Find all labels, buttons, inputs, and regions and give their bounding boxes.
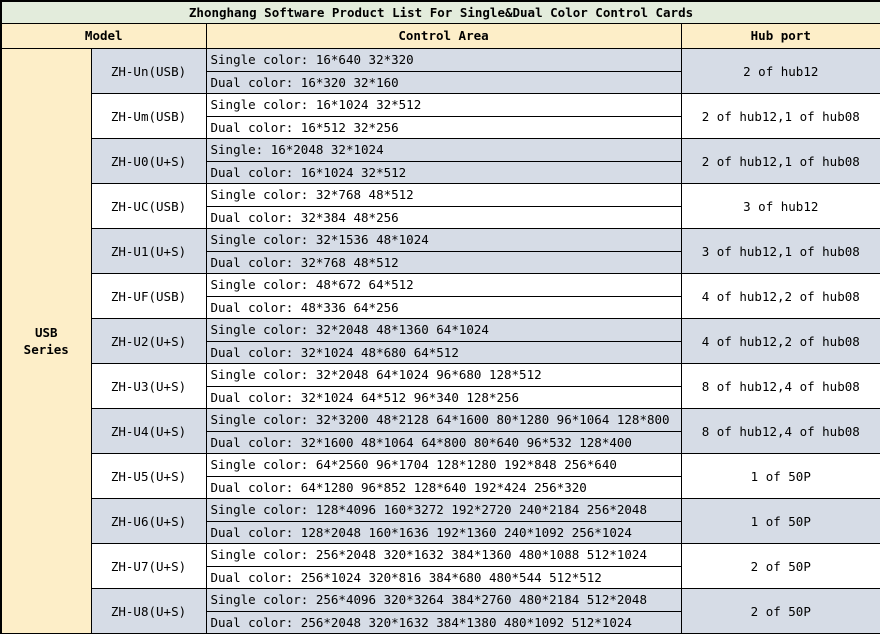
model-cell: ZH-U5(U+S) <box>90 453 207 499</box>
control-area-cell: Single color: 256*4096 320*3264 384*2760… <box>205 588 682 634</box>
control-area-dual-color: Dual color: 16*1024 32*512 <box>210 164 407 180</box>
control-area-single-color: Single color: 16*640 32*320 <box>206 49 681 72</box>
hub-port-cell: 2 of 50P <box>680 588 880 634</box>
table-row: ZH-U7(U+S) Single color: 256*2048 320*163… <box>1 543 880 589</box>
control-area-dual-color: Dual color: 256*1024 320*816 384*680 480… <box>210 569 602 585</box>
control-area-cell: Single color: 64*2560 96*1704 128*1280 1… <box>205 453 682 499</box>
hub-port-cell: 4 of hub12,2 of hub08 <box>680 318 880 364</box>
control-area-dual-color: Dual color: 128*2048 160*1636 192*1360 2… <box>210 524 632 540</box>
control-area-dual-color: Dual color: 32*1024 64*512 96*340 128*25… <box>210 389 520 405</box>
hub-port-cell: 3 of hub12,1 of hub08 <box>680 228 880 274</box>
control-area-single-color: Single color: 32*2048 64*1024 96*680 128… <box>206 364 681 387</box>
control-area-cell: Single color: 32*768 48*512 Dual color: 3… <box>205 183 682 229</box>
model-cell: ZH-U7(U+S) <box>90 543 207 589</box>
control-area-cell: Single color: 32*3200 48*2128 64*1600 80… <box>205 408 682 454</box>
hub-port-cell: 8 of hub12,4 of hub08 <box>680 363 880 409</box>
page-title: Zhonghang Software Product List For Sing… <box>0 0 880 24</box>
control-area-dual-color: Dual color: 64*1280 96*852 128*640 192*4… <box>210 479 587 495</box>
table-row: ZH-U3(U+S) Single color: 32*2048 64*1024 … <box>1 363 880 409</box>
column-header-control-area: Control Area <box>205 23 682 49</box>
control-area-dual-color: Dual color: 16*512 32*256 <box>210 119 399 135</box>
control-area-single-color: Single color: 32*768 48*512 <box>206 184 681 207</box>
control-area-single-color: Single color: 16*1024 32*512 <box>206 94 681 117</box>
table-row: ZH-U0(U+S) Single: 16*2048 32*1024 Dual co… <box>1 138 880 184</box>
model-cell: ZH-U6(U+S) <box>90 498 207 544</box>
control-area-cell: Single color: 32*2048 48*1360 64*1024 Dua… <box>205 318 682 364</box>
hub-port-cell: 4 of hub12,2 of hub08 <box>680 273 880 319</box>
control-area-dual-color: Dual color: 48*336 64*256 <box>210 299 399 315</box>
control-area-single-color: Single color: 32*2048 48*1360 64*1024 <box>206 319 681 342</box>
model-cell: ZH-U4(U+S) <box>90 408 207 454</box>
model-cell: ZH-U1(U+S) <box>90 228 207 274</box>
control-area-single-color: Single color: 32*3200 48*2128 64*1600 80… <box>206 409 681 432</box>
control-area-single-color: Single color: 256*2048 320*1632 384*1360… <box>206 544 681 567</box>
control-area-dual-color: Dual color: 32*1600 48*1064 64*800 80*64… <box>210 434 632 450</box>
series-label-usb: USB Series <box>0 48 92 634</box>
table-row: ZH-Um(USB) Single color: 16*1024 32*512 Du… <box>1 93 880 139</box>
column-header-model: Model <box>0 23 207 49</box>
control-area-cell: Single color: 256*2048 320*1632 384*1360… <box>205 543 682 589</box>
model-cell: ZH-UC(USB) <box>90 183 207 229</box>
control-area-cell: Single color: 16*640 32*320 Dual color: 1… <box>205 48 682 94</box>
control-area-single-color: Single color: 128*4096 160*3272 192*2720… <box>206 499 681 522</box>
model-cell: ZH-UF(USB) <box>90 273 207 319</box>
control-area-dual-color: Dual color: 32*1024 48*680 64*512 <box>210 344 459 360</box>
model-cell: ZH-Um(USB) <box>90 93 207 139</box>
control-area-cell: Single: 16*2048 32*1024 Dual color: 16*10… <box>205 138 682 184</box>
hub-port-cell: 8 of hub12,4 of hub08 <box>680 408 880 454</box>
title-row: Zhonghang Software Product List For Sing… <box>0 0 880 24</box>
control-area-single-color: Single color: 64*2560 96*1704 128*1280 1… <box>206 454 681 477</box>
control-area-single-color: Single color: 48*672 64*512 <box>206 274 681 297</box>
control-area-cell: Single color: 48*672 64*512 Dual color: 4… <box>205 273 682 319</box>
model-cell: ZH-Un(USB) <box>90 48 207 94</box>
hub-port-cell: 1 of 50P <box>680 453 880 499</box>
hub-port-cell: 2 of hub12,1 of hub08 <box>680 138 880 184</box>
hub-port-cell: 3 of hub12 <box>680 183 880 229</box>
table-row: ZH-UF(USB) Single color: 48*672 64*512 Dua… <box>1 273 880 319</box>
table-row: USB Series ZH-Un(USB) Single color: 16*640… <box>0 48 880 634</box>
column-header-hub-port: Hub port <box>680 23 880 49</box>
control-area-single-color: Single: 16*2048 32*1024 <box>206 139 681 162</box>
control-area-single-color: Single color: 32*1536 48*1024 <box>206 229 681 252</box>
column-header-row: Model Control Area Hub port <box>0 23 880 49</box>
hub-port-cell: 2 of 50P <box>680 543 880 589</box>
table-row: ZH-U5(U+S) Single color: 64*2560 96*1704 … <box>1 453 880 499</box>
control-area-cell: Single color: 32*1536 48*1024 Dual color:… <box>205 228 682 274</box>
table-row: ZH-U2(U+S) Single color: 32*2048 48*1360 … <box>1 318 880 364</box>
table-row: ZH-U1(U+S) Single color: 32*1536 48*1024 D… <box>1 228 880 274</box>
model-cell: ZH-U2(U+S) <box>90 318 207 364</box>
model-cell: ZH-U3(U+S) <box>90 363 207 409</box>
table-row: ZH-U8(U+S) Single color: 256*4096 320*326… <box>1 588 880 634</box>
model-cell: ZH-U8(U+S) <box>90 588 207 634</box>
model-cell: ZH-U0(U+S) <box>90 138 207 184</box>
table-row: ZH-U6(U+S) Single color: 128*4096 160*327… <box>1 498 880 544</box>
table-row: ZH-U4(U+S) Single color: 32*3200 48*2128 … <box>1 408 880 454</box>
control-area-dual-color: Dual color: 256*2048 320*1632 384*1380 4… <box>210 614 632 630</box>
table-row: ZH-UC(USB) Single color: 32*768 48*512 Dua… <box>1 183 880 229</box>
control-area-dual-color: Dual color: 32*384 48*256 <box>210 209 399 225</box>
control-area-cell: Single color: 16*1024 32*512 Dual color: … <box>205 93 682 139</box>
control-area-single-color: Single color: 256*4096 320*3264 384*2760… <box>206 589 681 612</box>
hub-port-cell: 2 of hub12,1 of hub08 <box>680 93 880 139</box>
control-area-dual-color: Dual color: 32*768 48*512 <box>210 254 399 270</box>
control-area-dual-color: Dual color: 16*320 32*160 <box>210 74 399 90</box>
hub-port-cell: 2 of hub12 <box>680 48 880 94</box>
control-area-cell: Single color: 128*4096 160*3272 192*2720… <box>205 498 682 544</box>
control-area-cell: Single color: 32*2048 64*1024 96*680 128… <box>205 363 682 409</box>
hub-port-cell: 1 of 50P <box>680 498 880 544</box>
